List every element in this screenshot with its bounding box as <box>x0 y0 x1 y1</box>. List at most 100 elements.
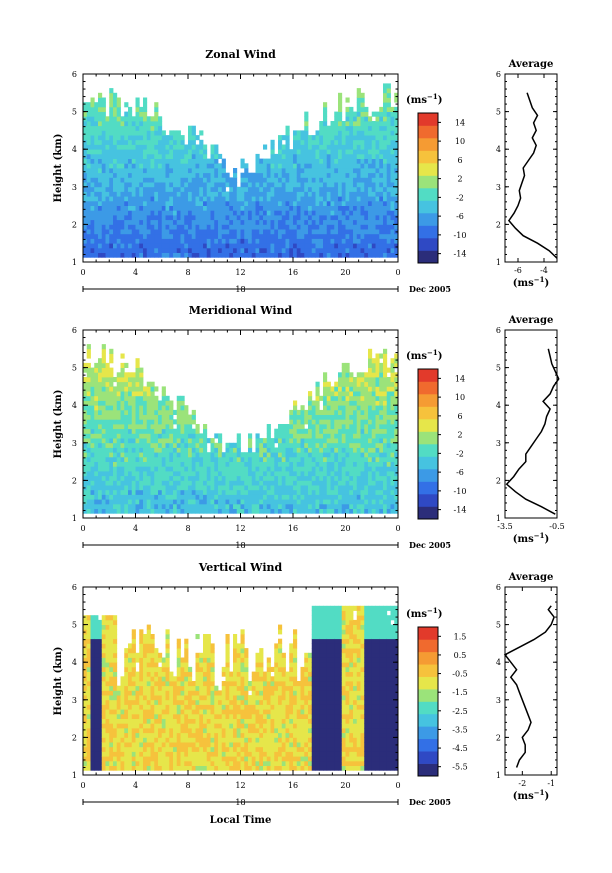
x-tick-label: 20 <box>340 268 350 277</box>
average-title: Average <box>508 572 554 583</box>
colorbar-label: 0.5 <box>454 651 467 660</box>
colorbar-label: -14 <box>454 250 467 259</box>
colorbar-swatch <box>418 213 438 226</box>
colorbar-swatch <box>418 763 438 777</box>
colorbar-swatch <box>418 419 438 432</box>
average-y-tick-label: 4 <box>496 658 501 667</box>
y-tick-label: 3 <box>72 696 77 705</box>
average-profile-line <box>503 605 555 768</box>
date-label: Dec 2005 <box>409 540 451 550</box>
x-tick-label: 12 <box>235 781 245 790</box>
day-label: 18 <box>235 798 245 807</box>
colorbar-label: -6 <box>456 212 464 221</box>
average-profile: Average 1 2 3 4 5 6 -2 -1(ms−1) <box>496 572 558 802</box>
x-tick-label: 16 <box>288 268 298 277</box>
colorbar: 1.5 0.5 -0.5 -1.5 -2.5 -3.5 -4.5 -5.5 <box>417 626 468 777</box>
colorbar-swatch <box>418 627 438 640</box>
average-y-tick-label: 2 <box>496 476 501 485</box>
colorbar-swatch <box>418 639 438 653</box>
colorbar-label: 2 <box>457 431 462 440</box>
colorbar-swatch <box>418 713 438 727</box>
colorbar-swatch <box>418 701 438 715</box>
colorbar-label: -0.5 <box>452 670 467 679</box>
y-tick-label: 4 <box>72 401 77 410</box>
x-tick-label: 4 <box>133 781 138 790</box>
y-tick-label: 2 <box>72 220 77 229</box>
x-tick-label: 0 <box>80 781 85 790</box>
y-axis-label: Height (km) <box>53 647 64 716</box>
colorbar-swatch <box>418 175 438 189</box>
colorbar-label: -2 <box>456 449 464 458</box>
average-frame <box>504 73 558 263</box>
colorbar-label: 2 <box>457 175 462 184</box>
colorbar-label: 10 <box>455 137 465 146</box>
average-x-tick-label: -0.5 <box>549 522 564 531</box>
average-frame <box>504 586 558 776</box>
average-y-tick-label: 6 <box>496 326 501 335</box>
average-frame <box>504 329 558 519</box>
colorbar-swatch <box>418 506 438 520</box>
x-tick-label: 0 <box>80 524 85 533</box>
colorbar-swatch <box>418 431 438 445</box>
average-y-tick-label: 2 <box>496 220 501 229</box>
colorbar-swatch <box>418 225 438 239</box>
colorbar-swatch <box>418 113 438 126</box>
colorbar-swatch <box>418 664 438 677</box>
x-tick-label: 4 <box>133 268 138 277</box>
x-tick-label: 0 <box>395 268 400 277</box>
colorbar: 14 10 6 2 -2 -6 -10 -14 <box>417 368 466 520</box>
average-y-tick-label: 3 <box>496 696 501 705</box>
y-tick-label: 1 <box>72 258 77 267</box>
y-tick-label: 3 <box>72 439 77 448</box>
colorbar-label: 1.5 <box>454 632 467 641</box>
colorbar-swatch <box>418 200 438 214</box>
average-x-tick-label: -2 <box>518 779 526 788</box>
average-title: Average <box>508 315 554 326</box>
colorbar-swatch <box>418 394 438 407</box>
y-tick-label: 5 <box>72 108 77 117</box>
colorbar-label: 14 <box>455 118 465 127</box>
x-tick-label: 12 <box>235 268 245 277</box>
average-profile: Average 1 2 3 4 5 6 -6 -4(ms−1) <box>496 59 558 289</box>
x-tick-label: 16 <box>288 524 298 533</box>
colorbar-swatch <box>418 444 438 457</box>
x-tick-label: 20 <box>340 524 350 533</box>
average-y-tick-label: 3 <box>496 183 501 192</box>
x-tick-label: 8 <box>185 781 190 790</box>
colorbar-label: -4.5 <box>452 744 467 753</box>
unit-label: (ms−1) <box>406 606 442 620</box>
average-y-tick-label: 5 <box>496 364 501 373</box>
x-tick-label: 0 <box>395 781 400 790</box>
colorbar-label: 6 <box>457 156 462 165</box>
average-y-tick-label: 2 <box>496 733 501 742</box>
colorbar-swatch <box>418 369 438 382</box>
colorbar-frame <box>417 112 439 264</box>
colorbar-swatch <box>418 494 438 507</box>
average-y-tick-label: 4 <box>496 145 501 154</box>
average-y-tick-label: 5 <box>496 621 501 630</box>
unit-label: (ms−1) <box>406 348 442 362</box>
x-tick-label: 0 <box>395 524 400 533</box>
y-tick-label: 6 <box>72 583 77 592</box>
y-tick-label: 6 <box>72 326 77 335</box>
day-label: 18 <box>235 285 245 294</box>
colorbar-swatch <box>418 481 438 495</box>
y-tick-label: 3 <box>72 183 77 192</box>
y-tick-label: 5 <box>72 364 77 373</box>
average-x-tick-label: -4 <box>540 266 548 275</box>
panel-title: Meridional Wind <box>189 304 293 317</box>
colorbar-swatch <box>418 238 438 251</box>
colorbar-frame <box>417 368 439 520</box>
y-tick-label: 4 <box>72 145 77 154</box>
heatmap-field <box>83 605 399 771</box>
y-tick-label: 1 <box>72 771 77 780</box>
colorbar-swatch <box>418 381 438 395</box>
y-tick-label: 2 <box>72 476 77 485</box>
y-axis-label: Height (km) <box>53 390 64 459</box>
panel-title: Vertical Wind <box>198 561 283 574</box>
x-tick-label: 8 <box>185 524 190 533</box>
average-profile-line <box>507 92 558 259</box>
